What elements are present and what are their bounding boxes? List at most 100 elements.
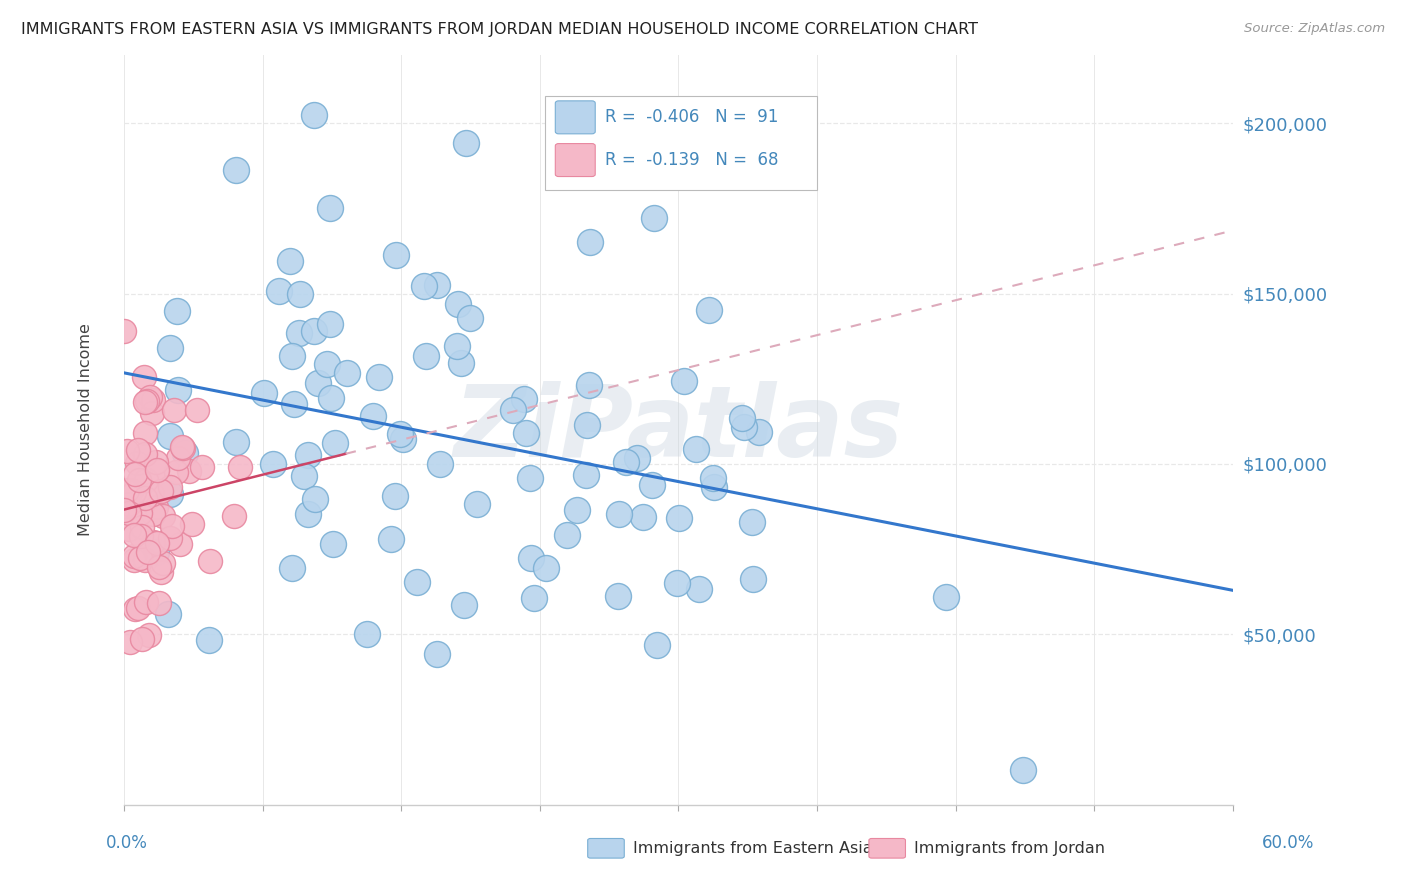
Point xyxy=(281,560,304,574)
Point xyxy=(159,487,181,501)
Point xyxy=(163,403,186,417)
Point xyxy=(135,595,157,609)
Point xyxy=(179,464,201,478)
Point xyxy=(159,429,181,443)
Point xyxy=(145,500,167,514)
Point xyxy=(626,450,648,465)
Point xyxy=(152,556,174,570)
Point xyxy=(446,339,468,353)
Point xyxy=(685,442,707,456)
Point xyxy=(307,376,329,391)
Point xyxy=(159,480,181,494)
Point xyxy=(165,465,187,479)
Point xyxy=(323,436,346,450)
Point xyxy=(574,468,596,483)
Point xyxy=(181,516,204,531)
Point xyxy=(115,443,138,458)
Point xyxy=(368,370,391,384)
Point xyxy=(297,448,319,462)
Point xyxy=(515,425,537,440)
Point xyxy=(166,384,188,398)
Point xyxy=(668,511,690,525)
Point xyxy=(129,506,152,520)
Point xyxy=(304,491,326,506)
Point xyxy=(131,520,153,534)
Point xyxy=(122,528,145,542)
Point xyxy=(319,317,342,331)
Point xyxy=(152,509,174,524)
Point xyxy=(641,478,664,492)
Point xyxy=(385,248,408,262)
Text: R =  -0.139   N =  68: R = -0.139 N = 68 xyxy=(605,151,779,169)
Point xyxy=(643,211,665,225)
Point xyxy=(523,591,546,605)
Point xyxy=(321,391,343,405)
Point xyxy=(174,446,197,460)
Point xyxy=(114,324,136,338)
Point xyxy=(283,397,305,411)
Point xyxy=(356,627,378,641)
Point xyxy=(645,638,668,652)
FancyBboxPatch shape xyxy=(555,144,595,177)
Point xyxy=(519,550,541,565)
Point xyxy=(703,480,725,494)
Point xyxy=(150,483,173,498)
Point xyxy=(253,385,276,400)
Point xyxy=(380,532,402,546)
FancyBboxPatch shape xyxy=(546,96,817,190)
Point xyxy=(166,304,188,318)
Point xyxy=(134,426,156,441)
Point xyxy=(135,394,157,409)
Text: ZiPatlas: ZiPatlas xyxy=(453,382,904,478)
Point xyxy=(555,527,578,541)
Point xyxy=(614,455,637,469)
Point xyxy=(453,598,475,612)
FancyBboxPatch shape xyxy=(555,101,595,134)
Point xyxy=(578,378,600,392)
Point xyxy=(741,516,763,530)
Text: 60.0%: 60.0% xyxy=(1263,834,1315,852)
Point xyxy=(138,628,160,642)
Point xyxy=(124,602,146,616)
Point xyxy=(120,635,142,649)
Point xyxy=(388,427,411,442)
Point xyxy=(115,483,138,497)
Point xyxy=(633,510,655,524)
Point xyxy=(450,356,472,370)
Point xyxy=(198,554,221,568)
Point xyxy=(120,483,142,498)
Point xyxy=(292,468,315,483)
Point xyxy=(225,434,247,449)
Point xyxy=(454,136,477,150)
Point xyxy=(536,561,558,575)
Point xyxy=(262,457,284,471)
Point xyxy=(672,374,695,388)
Point xyxy=(579,235,602,250)
Point xyxy=(146,464,169,478)
Point xyxy=(322,536,344,550)
Point xyxy=(148,560,170,574)
Point xyxy=(142,393,165,408)
Point xyxy=(222,509,245,524)
Point xyxy=(565,503,588,517)
Point xyxy=(148,596,170,610)
Point xyxy=(191,459,214,474)
Point xyxy=(278,253,301,268)
Point xyxy=(135,473,157,487)
Point xyxy=(118,497,141,511)
Point xyxy=(118,522,141,536)
Text: R =  -0.406   N =  91: R = -0.406 N = 91 xyxy=(605,108,779,127)
Point xyxy=(465,497,488,511)
Point xyxy=(169,537,191,551)
Point xyxy=(336,366,359,380)
Point xyxy=(287,326,309,340)
Point xyxy=(142,534,165,549)
Point xyxy=(304,324,326,338)
Point xyxy=(136,545,159,559)
Point xyxy=(170,440,193,454)
Point xyxy=(124,467,146,481)
Point xyxy=(125,456,148,470)
Point xyxy=(159,532,181,546)
Point xyxy=(127,601,149,615)
Point xyxy=(129,529,152,543)
